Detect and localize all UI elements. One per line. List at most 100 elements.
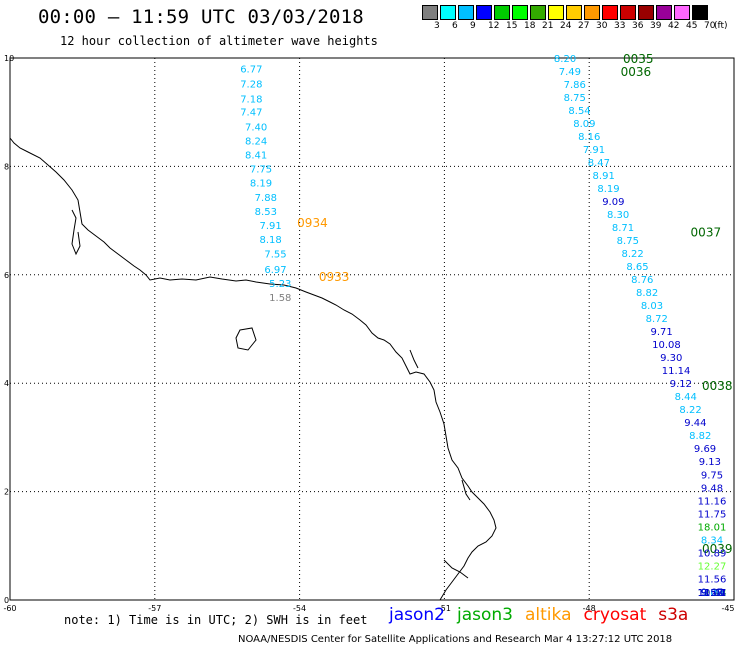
wave-height-value: 9.71 xyxy=(650,327,672,338)
lat-tick-label: 4 xyxy=(4,379,9,388)
legend-unit: (ft) xyxy=(714,21,728,31)
wave-height-value: 8.34 xyxy=(701,535,723,546)
legend-swatch xyxy=(602,5,618,20)
legend-label: 27 xyxy=(578,21,590,31)
track-time-label: 0934 xyxy=(297,216,328,230)
footer-note: note: 1) Time is in UTC; 2) SWH is in fe… xyxy=(64,613,368,627)
wave-height-value: 7.75 xyxy=(250,165,272,176)
wave-height-value: 11.16 xyxy=(698,496,727,507)
legend-swatch xyxy=(512,5,528,20)
legend-label: 6 xyxy=(452,21,458,31)
lat-tick-label: 6 xyxy=(4,271,9,280)
legend-label: 9 xyxy=(470,21,476,31)
legend-swatch xyxy=(620,5,636,20)
track-time-label: 0035 xyxy=(623,52,654,66)
wave-height-value: 9.12 xyxy=(670,379,692,390)
wave-height-value: 7.28 xyxy=(240,79,262,90)
wave-height-value: 7.55 xyxy=(264,250,286,261)
wave-height-value: 8.71 xyxy=(612,223,634,234)
legend-swatch xyxy=(584,5,600,20)
legend-label: 12 xyxy=(488,21,500,31)
legend-label: 30 xyxy=(596,21,608,31)
wave-height-values: 6.77 7.28 7.18 7.47 7.40 8.24 8.41 7.75 8.19 7.88… xyxy=(240,54,726,599)
wave-height-value: 8.54 xyxy=(568,106,590,117)
wave-height-value: 1.58 xyxy=(269,293,291,304)
coastline xyxy=(9,137,497,601)
legend-swatch xyxy=(476,5,492,20)
wave-height-value: 18.01 xyxy=(698,522,727,533)
wave-height-value: 11.56 xyxy=(698,574,727,585)
wave-height-value: 7.18 xyxy=(240,95,262,106)
wave-height-value: 7.88 xyxy=(255,193,277,204)
map-grid xyxy=(9,57,735,601)
legend-label: 3 xyxy=(434,21,440,31)
legend-swatch xyxy=(530,5,546,20)
satellite-legend: jason2 jason3 altika cryosat s3a xyxy=(389,605,700,625)
legend-label: 42 xyxy=(668,21,680,31)
wave-height-value: 8.30 xyxy=(607,210,629,221)
legend-label: 18 xyxy=(524,21,536,31)
wave-height-value: 7.40 xyxy=(245,122,267,133)
legend-swatch xyxy=(638,5,654,20)
wave-height-value: 9.69 xyxy=(694,444,716,455)
legend-swatch xyxy=(692,5,708,20)
legend-label: 70 xyxy=(704,21,716,31)
map-frame xyxy=(9,57,735,601)
wave-height-value: 8.82 xyxy=(636,288,658,299)
legend-swatch xyxy=(548,5,564,20)
wave-height-value: 10.08 xyxy=(652,340,681,351)
wave-height-value: 8.16 xyxy=(578,132,600,143)
satellite-legend-item: altika xyxy=(525,605,572,625)
lon-tick-label: -51 xyxy=(438,604,451,613)
track-time-label: 0036 xyxy=(621,65,652,79)
wave-height-value: 7.91 xyxy=(260,221,282,232)
wave-height-value: 7.86 xyxy=(564,80,586,91)
wave-height-value: 8.75 xyxy=(617,236,639,247)
lon-tick-label: -45 xyxy=(721,604,734,613)
lon-tick-label: -57 xyxy=(148,604,161,613)
lon-tick-label: -60 xyxy=(3,604,16,613)
track-time-label: 0037 xyxy=(691,225,722,239)
satellite-legend-item: s3a xyxy=(658,605,689,625)
color-legend xyxy=(422,5,710,20)
legend-swatch xyxy=(656,5,672,20)
wave-height-value: 6.97 xyxy=(264,265,286,276)
wave-height-value: 9.75 xyxy=(701,470,723,481)
page-title: 00:00 – 11:59 UTC 03/03/2018 xyxy=(38,6,364,28)
wave-height-value: 10.47 xyxy=(698,588,727,599)
lon-tick-label: -54 xyxy=(293,604,306,613)
lon-tick-label: -48 xyxy=(583,604,596,613)
track-time-label: 0038 xyxy=(702,379,733,393)
legend-swatch xyxy=(674,5,690,20)
legend-label: 24 xyxy=(560,21,572,31)
wave-height-value: 11.14 xyxy=(662,366,691,377)
track-time-label: 0933 xyxy=(319,270,350,284)
wave-height-value: 10.89 xyxy=(698,548,727,559)
wave-height-value: 8.22 xyxy=(679,405,701,416)
legend-label: 33 xyxy=(614,21,626,31)
track-time-label: 0039 xyxy=(702,542,733,556)
wave-height-value: 8.76 xyxy=(631,275,653,286)
wave-height-value: 8.22 xyxy=(622,249,644,260)
lat-tick-label: 0 xyxy=(4,596,9,605)
legend-swatch xyxy=(440,5,456,20)
wave-height-value: 8.03 xyxy=(641,301,663,312)
wave-height-value: 8.24 xyxy=(245,136,267,147)
wave-height-value: 9.58 xyxy=(701,588,723,599)
wave-height-value: 8.41 xyxy=(245,150,267,161)
legend-label: 39 xyxy=(650,21,662,31)
axis-tick-labels: -60 -57 -54 -51 -48 -45 0 2 4 6 8 10 xyxy=(3,54,734,613)
legend-label: 21 xyxy=(542,21,554,31)
wave-height-value: 6.77 xyxy=(240,64,262,75)
wave-height-value: 9.00 xyxy=(701,588,723,599)
wave-height-value: 8.09 xyxy=(573,119,595,130)
wave-height-value: 8.72 xyxy=(646,314,668,325)
wave-height-value: 9.09 xyxy=(602,197,624,208)
satellite-legend-item: jason3 xyxy=(457,605,513,625)
wave-height-value: 9.20 xyxy=(701,588,723,599)
wave-height-value: 8.19 xyxy=(250,179,272,190)
wave-height-value: 8.20 xyxy=(554,54,576,65)
satellite-legend-item: cryosat xyxy=(583,605,647,625)
